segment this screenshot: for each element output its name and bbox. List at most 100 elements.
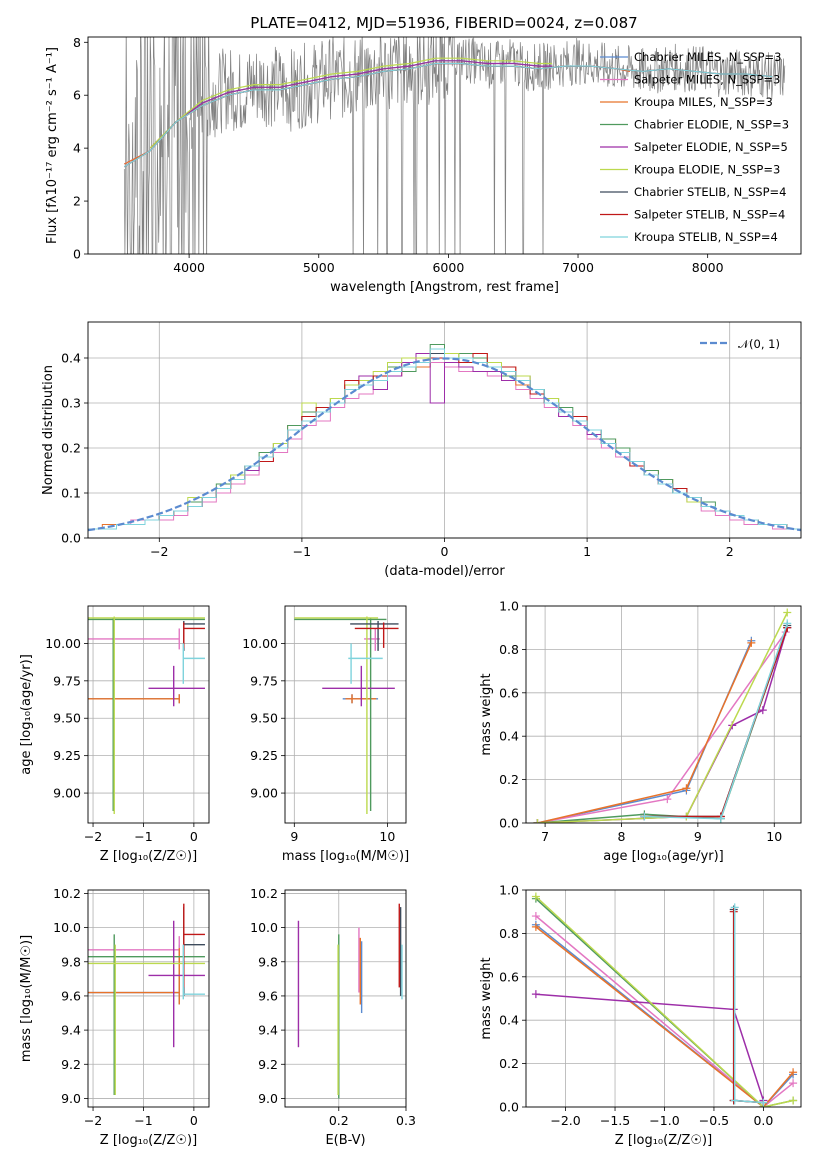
y-tick-label: 9.75: [250, 673, 278, 688]
y-tick-label: 4: [73, 141, 81, 156]
axes-frame: [525, 605, 802, 824]
x-tick-label: −1.0: [649, 1113, 679, 1128]
errorbar-salpeter-miles: [88, 936, 180, 971]
legend-entry: Kroupa STELIB, N_SSP=4: [634, 230, 778, 244]
y-tick-label: 6: [73, 88, 81, 103]
errorbar-chabrier-stelib: [183, 907, 205, 996]
weight-line-chabrier-miles: [537, 640, 752, 823]
weight-marker: [682, 784, 691, 793]
model-line-salpeter-elodie-n-ssp-5: [149, 60, 553, 149]
weight-marker: [531, 912, 540, 921]
y-tick-label: 10.0: [53, 920, 81, 935]
x-tick-label: −2.0: [550, 1113, 580, 1128]
y-tick-label: 1.0: [499, 883, 519, 898]
x-tick-label: 8: [618, 829, 626, 844]
x-tick-label: 9: [290, 829, 298, 844]
x-axis-label: (data-model)/error: [384, 564, 505, 579]
panel-mass-vs-Z: −2 −1 0 9.0 9.2 9.4 9.6 9.8 10.0 10.2 Z [log₁₀(Z/Z…: [19, 886, 210, 1148]
plot-area: [294, 616, 399, 815]
weight-line-chabrier-miles: [535, 924, 794, 1107]
errorbar-kroupa-stelib: [348, 643, 383, 684]
y-tick-label: 9.25: [250, 748, 278, 763]
weight-marker: [533, 819, 542, 823]
errorbar-kroupa-stelib: [182, 944, 205, 1000]
y-tick-label: 0.1: [61, 486, 81, 501]
x-tick-label: 0.2: [329, 1113, 349, 1128]
weight-marker: [789, 1079, 798, 1088]
x-tick-label: 10: [766, 829, 782, 844]
x-tick-label: 9: [694, 829, 702, 844]
y-tick-label: 9.50: [53, 711, 81, 726]
x-axis-label: Z [log₁₀(Z/Z☉)]: [615, 1133, 712, 1148]
y-tick-label: 9.2: [61, 1057, 81, 1072]
errorbar-salpeter-miles: [88, 628, 180, 650]
errorbar-salpeter-elodie: [148, 665, 205, 707]
y-tick-label: 10.00: [242, 636, 278, 651]
plot-area: [531, 892, 798, 1107]
legend-entry: Salpeter STELIB, N_SSP=4: [634, 208, 785, 222]
y-tick-label: 9.00: [53, 786, 81, 801]
x-tick-label: 0.0: [753, 1113, 773, 1128]
errorbar-kroupa-elodie: [294, 616, 379, 815]
weight-marker: [640, 812, 649, 821]
hist-kroupa-stelib: [88, 348, 801, 530]
panel-weight-vs-Z: −2.0 −1.5 −1.0 −0.5 0.0 0.0 0.2 0.4 0.6 0.8 1.0 Z […: [479, 883, 802, 1148]
y-axis-label: Flux [fλ10⁻¹⁷ erg cm⁻² s⁻¹ A⁻¹]: [45, 47, 60, 244]
errorbar-salpeter-stelib: [354, 622, 399, 648]
y-tick-label: 0.6: [499, 685, 519, 700]
panel-age-vs-mass: 9 10 9.00 9.25 9.50 9.75 10.00 mass [log₁₀(M/M☉…: [242, 605, 409, 864]
axes-frame: [284, 889, 407, 1108]
x-tick-label: −2: [84, 829, 102, 844]
x-tick-label: 0: [190, 1113, 198, 1128]
y-tick-label: 0.0: [499, 1100, 519, 1115]
y-tick-label: 0.0: [499, 816, 519, 831]
x-axis-label: mass [log₁₀(M/M☉)]: [282, 849, 409, 864]
legend-entry: Chabrier MILES, N_SSP=3: [634, 50, 781, 64]
x-tick-label: −2: [84, 1113, 102, 1128]
plot-area: [88, 616, 205, 815]
legend-entry: Chabrier STELIB, N_SSP=4: [634, 185, 786, 199]
errorbar-kroupa-elodie: [88, 616, 205, 815]
y-tick-label: 0.2: [61, 441, 81, 456]
panel-residuals: −2 −1 0 1 2 0.0 0.1 0.2 0.3 0.4 (data-model)/error…: [41, 321, 802, 579]
x-tick-label: 0: [441, 544, 449, 559]
weight-marker: [783, 619, 792, 628]
x-tick-label: 10: [379, 829, 395, 844]
axes-frame: [87, 36, 802, 255]
legend-entry: Kroupa MILES, N_SSP=3: [634, 95, 773, 109]
errorbar-salpeter-elodie: [148, 920, 205, 1048]
x-tick-label: −1: [293, 544, 311, 559]
errorbar-kroupa-miles: [88, 694, 180, 704]
y-tick-label: 0.3: [61, 396, 81, 411]
spectrum-data-line: [123, 37, 786, 254]
x-tick-label: 0.3: [396, 1113, 416, 1128]
weight-line-kroupa-stelib: [733, 907, 764, 1104]
y-tick-label: 8: [73, 35, 81, 50]
errorbar-chabrier-stelib: [350, 620, 399, 651]
errorbar-chabrier-miles: [88, 944, 180, 1005]
y-tick-label: 0.2: [499, 772, 519, 787]
y-tick-label: 9.0: [258, 1091, 278, 1106]
axes-frame: [87, 889, 210, 1108]
x-tick-label: 7: [541, 829, 549, 844]
y-tick-label: 9.6: [258, 988, 278, 1003]
errorbar-chabrier-elodie: [88, 934, 205, 1096]
y-tick-label: 0: [73, 247, 81, 262]
weight-marker: [531, 990, 540, 999]
y-tick-label: 9.2: [258, 1057, 278, 1072]
y-tick-label: 9.0: [61, 1091, 81, 1106]
y-tick-label: 1.0: [499, 599, 519, 614]
x-axis-label: Z [log₁₀(Z/Z☉)]: [100, 849, 197, 864]
y-axis-label: mass weight: [479, 673, 494, 755]
x-tick-label: −1: [134, 829, 152, 844]
y-tick-label: 0.6: [499, 969, 519, 984]
errorbar-chabrier-elodie: [88, 617, 205, 812]
weight-marker: [747, 638, 756, 647]
x-tick-label: 4000: [173, 260, 205, 275]
x-tick-label: 0: [190, 829, 198, 844]
y-axis-label: mass weight: [479, 957, 494, 1039]
plot-area: [88, 344, 801, 532]
y-tick-label: 0.4: [61, 351, 81, 366]
y-tick-label: 9.8: [61, 954, 81, 969]
